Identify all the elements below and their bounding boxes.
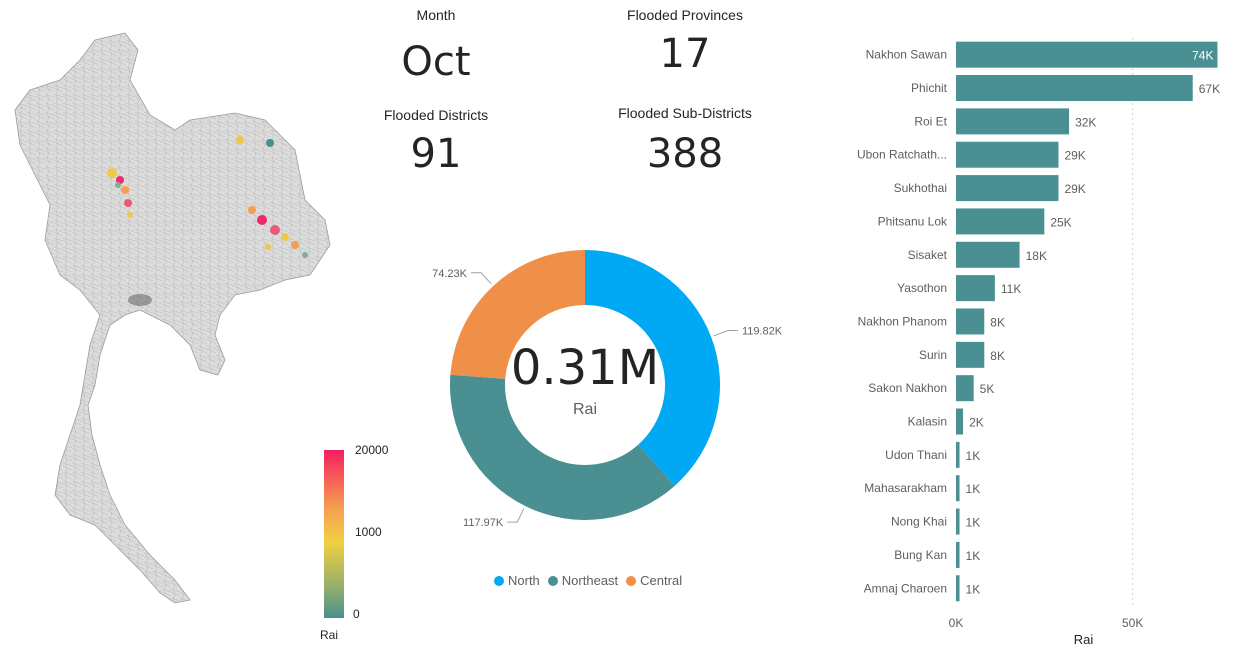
donut-leader-line <box>507 508 525 523</box>
bar-category-label: Kalasin <box>908 415 947 429</box>
bar-6[interactable] <box>956 241 1020 268</box>
donut-leader-line <box>713 329 738 337</box>
bar-category-label: Sukhothai <box>894 181 947 195</box>
legend-item-north[interactable]: North <box>494 573 540 588</box>
month-value: Oct <box>401 39 471 85</box>
bar-value-label: 11K <box>1001 282 1021 296</box>
bar-category-label: Sisaket <box>908 248 948 262</box>
donut-center-label: Rai <box>572 401 597 418</box>
bar-13[interactable] <box>956 475 960 502</box>
x-axis-title: Rai <box>1074 632 1094 647</box>
x-tick-label: 50K <box>1122 616 1143 630</box>
bar-0[interactable] <box>956 41 1218 68</box>
bar-value-label: 2K <box>969 416 984 430</box>
bar-value-label: 25K <box>1050 215 1071 229</box>
bar-value-label: 1K <box>966 582 981 596</box>
region-donut-chart[interactable]: 119.82K 117.97K 74.23K <box>405 225 785 535</box>
flooded-provinces-label: Flooded Provinces <box>627 7 743 23</box>
thailand-flood-map[interactable] <box>0 25 340 605</box>
map-district-lines <box>15 33 330 603</box>
bar-16[interactable] <box>956 575 960 602</box>
legend-central-label: Central <box>640 573 683 588</box>
province-bar-chart[interactable]: Nakhon Sawan 74K Phichit 67K Roi Et 32K Ubon R… <box>840 30 1240 650</box>
bar-category-label: Udon Thani <box>885 448 947 462</box>
legend-item-northeast[interactable]: Northeast <box>547 573 619 588</box>
flood-highlight-northeast <box>236 136 308 258</box>
bar-value-label: 8K <box>990 315 1005 329</box>
donut-data-label: 74.23K <box>432 268 468 280</box>
bar-category-label: Bung Kan <box>894 548 947 562</box>
bar-value-label: 74K <box>1192 49 1213 63</box>
legend-title: Rai <box>320 628 339 642</box>
donut-slice-northeast[interactable] <box>450 374 675 520</box>
bar-category-label: Ubon Ratchath... <box>857 148 947 162</box>
bar-15[interactable] <box>956 541 960 568</box>
flooded-provinces-value: 17 <box>659 31 711 77</box>
bar-category-label: Nong Khai <box>891 515 947 529</box>
bar-category-label: Yasothon <box>897 281 947 295</box>
bar-value-label: 1K <box>966 516 981 530</box>
legend-min-label: 0 <box>353 607 360 621</box>
bar-category-label: Phichit <box>911 81 948 95</box>
bar-value-label: 18K <box>1026 249 1047 263</box>
north-swatch-icon <box>494 575 504 586</box>
bar-value-label: 1K <box>966 449 981 463</box>
legend-item-central[interactable]: Central <box>626 573 682 588</box>
bar-category-label: Nakhon Sawan <box>866 48 947 62</box>
month-label: Month <box>416 7 456 23</box>
bar-category-label: Amnaj Charoen <box>864 581 947 595</box>
map-color-legend <box>324 450 344 618</box>
bar-11[interactable] <box>956 408 964 435</box>
bar-12[interactable] <box>956 441 960 468</box>
northeast-swatch-icon <box>547 575 558 586</box>
bangkok-area <box>128 294 152 306</box>
flood-highlight-north <box>107 168 133 218</box>
bar-value-label: 67K <box>1199 82 1220 96</box>
flooded-subdistricts-label: Flooded Sub-Districts <box>618 105 752 121</box>
bar-category-label: Roi Et <box>914 114 947 128</box>
bar-category-label: Nakhon Phanom <box>858 314 947 328</box>
bar-value-label: 1K <box>966 482 981 496</box>
legend-mid-label: 1000 <box>355 525 382 539</box>
bar-9[interactable] <box>956 341 985 368</box>
donut-data-label: 117.97K <box>463 517 504 529</box>
legend-northeast-label: Northeast <box>561 573 619 588</box>
bar-value-label: 29K <box>1064 182 1085 196</box>
bar-category-label: Sakon Nakhon <box>868 381 947 395</box>
central-swatch-icon <box>626 575 637 586</box>
donut-data-label: 119.82K <box>742 325 783 337</box>
donut-leader-line <box>471 272 492 285</box>
donut-legend: North Northeast Central <box>494 573 682 588</box>
x-tick-label: 0K <box>949 616 964 630</box>
bar-8[interactable] <box>956 308 985 335</box>
bar-14[interactable] <box>956 508 960 535</box>
bar-5[interactable] <box>956 208 1045 235</box>
legend-north-label: North <box>508 573 540 588</box>
flooded-subdistricts-value: 388 <box>646 131 724 177</box>
donut-center-value: 0.31M <box>510 340 660 396</box>
bar-4[interactable] <box>956 175 1059 202</box>
bar-7[interactable] <box>956 275 995 302</box>
legend-max-label: 20000 <box>355 443 389 457</box>
donut-slice-north[interactable] <box>585 250 720 486</box>
bar-category-label: Phitsanu Lok <box>878 214 948 228</box>
bar-value-label: 29K <box>1064 149 1085 163</box>
bar-3[interactable] <box>956 141 1059 168</box>
bar-1[interactable] <box>956 75 1193 102</box>
flooded-districts-label: Flooded Districts <box>383 107 489 123</box>
bar-2[interactable] <box>956 108 1070 135</box>
bar-value-label: 32K <box>1075 115 1096 129</box>
bar-category-label: Mahasarakham <box>864 481 947 495</box>
flooded-districts-value: 91 <box>410 131 462 177</box>
bar-value-label: 5K <box>980 382 995 396</box>
bar-value-label: 1K <box>966 549 981 563</box>
bar-value-label: 8K <box>990 349 1005 363</box>
donut-slice-central[interactable] <box>450 250 585 379</box>
bar-10[interactable] <box>956 375 974 402</box>
bar-category-label: Surin <box>919 348 947 362</box>
